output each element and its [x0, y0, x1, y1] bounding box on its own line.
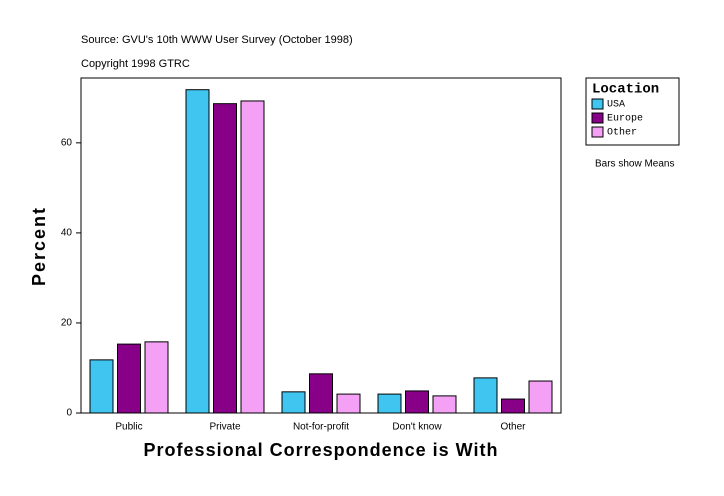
legend-swatch: [591, 126, 604, 138]
legend-label: USA: [607, 100, 625, 111]
bar: [309, 373, 333, 414]
x-tick-label: Other: [500, 422, 526, 433]
x-tick-label: Don't know: [392, 422, 442, 433]
legend-label: Europe: [607, 114, 643, 125]
note: Bars show Means: [595, 159, 674, 170]
bar: [144, 341, 169, 414]
legend-swatch: [591, 98, 604, 110]
bar: [89, 359, 114, 414]
bar: [405, 390, 429, 414]
bar: [240, 100, 265, 414]
bar: [117, 343, 141, 414]
bar: [501, 398, 525, 414]
chart-title: Source: GVU's 10th WWW User Survey (Octo…: [81, 34, 353, 46]
y-axis-label: Percent: [29, 206, 49, 286]
y-tick-label: 60: [61, 137, 73, 148]
bar: [528, 380, 553, 414]
chart-subtitle: Copyright 1998 GTRC: [81, 58, 190, 70]
y-tick-label: 40: [61, 228, 73, 239]
bar: [377, 393, 402, 414]
bar: [281, 391, 306, 414]
x-tick-label: Private: [209, 422, 241, 433]
bar: [336, 393, 361, 414]
bar: [213, 103, 237, 414]
bar: [185, 89, 210, 414]
bar: [432, 395, 457, 414]
x-tick-label: Not-for-profit: [293, 422, 349, 433]
legend-label: Other: [607, 127, 637, 139]
legend-swatch: [591, 112, 604, 124]
x-axis-label: Professional Correspondence is With: [144, 440, 499, 460]
legend-title: Location: [592, 82, 659, 98]
y-tick-label: 0: [66, 408, 72, 419]
x-tick-label: Public: [115, 422, 142, 433]
bar: [473, 377, 498, 414]
y-tick-label: 20: [61, 318, 73, 329]
